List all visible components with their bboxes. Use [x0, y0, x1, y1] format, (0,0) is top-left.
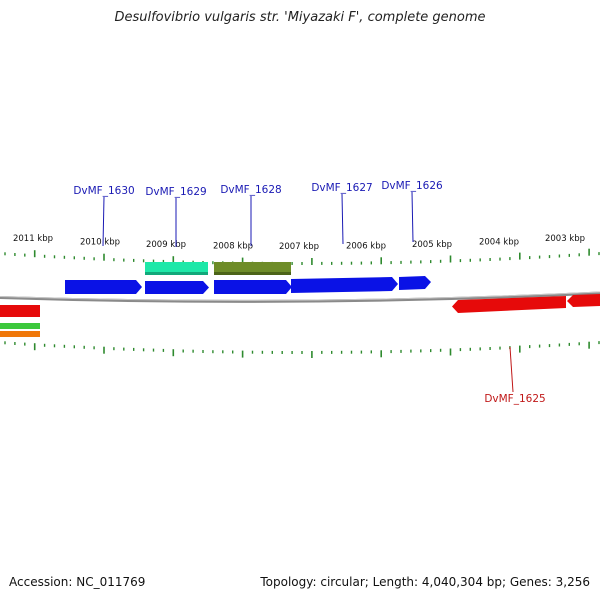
ruler-ticks-bottom	[4, 341, 600, 358]
accession-text: Accession: NC_011769	[9, 575, 146, 589]
ruler-label: 2003 kbp	[545, 234, 585, 244]
gene-label-dvmf-1628[interactable]: DvMF_1628	[220, 184, 281, 196]
gene-label-dvmf-1629[interactable]: DvMF_1629	[145, 186, 206, 198]
gene-dvmf-1630[interactable]	[65, 280, 142, 294]
feature-bar-teal	[145, 262, 208, 274]
gene-dvmf-1627[interactable]	[291, 277, 398, 293]
gene-reverse-edge-left[interactable]	[0, 305, 40, 317]
feature-bar-olive	[214, 262, 291, 274]
map-title: Desulfovibrio vulgaris str. 'Miyazaki F'…	[114, 10, 486, 25]
gene-dvmf-1626[interactable]	[399, 276, 431, 290]
genome-summary-text: Topology: circular; Length: 4,040,304 bp…	[260, 575, 590, 589]
genome-backbone	[0, 291, 600, 303]
feature-bar-teal-shade	[145, 272, 208, 275]
ruler-label: 2005 kbp	[412, 240, 452, 250]
gene-dvmf-1625[interactable]	[452, 296, 566, 313]
leader-dvmf-1630	[102, 196, 105, 247]
gene-dvmf-1628[interactable]	[214, 280, 292, 294]
ruler-label: 2006 kbp	[346, 242, 386, 252]
gene-label-dvmf-1625[interactable]: DvMF_1625	[484, 393, 545, 405]
feature-bar-olive-shade	[214, 272, 291, 275]
ruler-label: 2008 kbp	[213, 242, 253, 252]
ruler-labels: 2011 kbp 2010 kbp 2009 kbp 2008 kbp 2007 kbp…	[13, 234, 585, 252]
feature-bar-green	[0, 323, 40, 329]
genome-backbone-highlight	[0, 291, 600, 301]
ruler-label: 2007 kbp	[279, 242, 319, 252]
ruler-label: 2004 kbp	[479, 238, 519, 248]
leader-dvmf-1625	[509, 346, 514, 393]
gene-dvmf-1629[interactable]	[145, 281, 209, 294]
leader-dvmf-1627	[341, 193, 344, 245]
leader-dvmf-1626	[411, 191, 414, 243]
ruler-label: 2011 kbp	[13, 234, 53, 244]
gene-reverse-edge-right[interactable]	[567, 294, 600, 307]
gene-label-dvmf-1626[interactable]: DvMF_1626	[381, 180, 443, 192]
ruler-label: 2009 kbp	[146, 240, 186, 250]
feature-bar-orange	[0, 331, 40, 337]
gene-label-dvmf-1627[interactable]: DvMF_1627	[311, 182, 372, 194]
ruler-label: 2010 kbp	[80, 238, 120, 248]
gene-label-dvmf-1630[interactable]: DvMF_1630	[73, 185, 134, 197]
